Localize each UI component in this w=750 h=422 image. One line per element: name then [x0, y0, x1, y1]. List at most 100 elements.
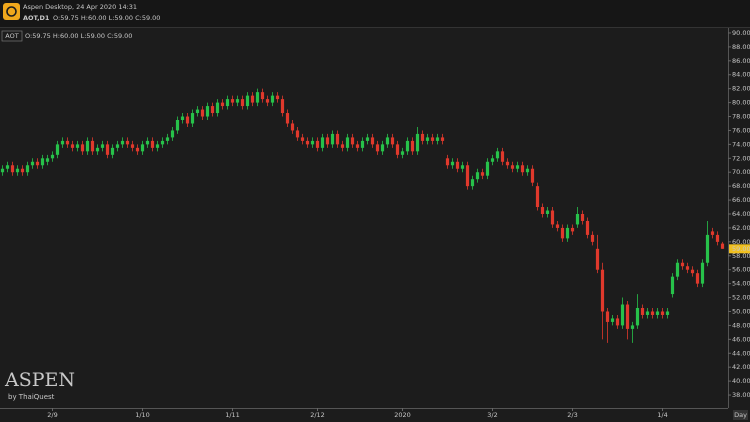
candle-body — [580, 214, 585, 221]
candle-body — [40, 158, 45, 166]
timeframe-box[interactable] — [733, 410, 748, 420]
y-tick-label: 60.00 — [732, 238, 750, 246]
candle-body — [600, 269, 605, 312]
candle-body — [535, 186, 540, 208]
candle-body — [345, 137, 350, 148]
candle-body — [75, 144, 80, 148]
candle-body — [525, 168, 530, 173]
candle-body — [65, 140, 70, 145]
y-tick-label: 46.00 — [732, 335, 750, 343]
candle-body — [110, 147, 115, 155]
candle-body — [530, 168, 535, 183]
candle-body — [190, 113, 195, 124]
candle-body — [30, 161, 35, 166]
candle-body — [5, 165, 10, 169]
candle-body — [305, 140, 310, 145]
candle-body — [375, 144, 380, 152]
candle-body — [350, 137, 355, 145]
candle-body — [205, 106, 210, 117]
candle-body — [90, 140, 95, 152]
candle-body — [615, 318, 620, 326]
candle-body — [315, 140, 320, 148]
candle-body — [210, 106, 215, 114]
candle-body — [435, 137, 440, 141]
candle-body — [455, 161, 460, 169]
candle-body — [620, 304, 625, 326]
candle-body — [605, 311, 610, 322]
candle-body — [245, 95, 250, 107]
candle-body — [720, 243, 725, 249]
candle-body — [260, 92, 265, 100]
candle-body — [635, 308, 640, 326]
candle-body — [130, 144, 135, 148]
candle-body — [295, 130, 300, 138]
candle-body — [15, 168, 20, 173]
y-tick-label: 56.00 — [732, 266, 750, 274]
candle-body — [0, 168, 5, 173]
candle-body — [340, 144, 345, 148]
candle-body — [445, 158, 450, 166]
candle-body — [595, 248, 600, 270]
app-icon[interactable] — [3, 3, 20, 20]
candle-body — [675, 262, 680, 277]
candle-body — [610, 318, 615, 322]
candle-body — [120, 140, 125, 145]
candle-body — [705, 234, 710, 263]
symbol-timeframe: AOT,D1 — [23, 14, 50, 22]
candle-body — [630, 325, 635, 329]
candle-body — [385, 137, 390, 145]
symbol-box[interactable] — [1, 30, 23, 42]
watermark: ASPEN — [4, 369, 75, 391]
y-tick-label: 44.00 — [732, 349, 750, 357]
candle-body — [420, 133, 425, 141]
x-axis-label: Day — [734, 411, 747, 419]
candle-body — [270, 95, 275, 103]
candle-body — [495, 151, 500, 159]
y-tick-label: 88.00 — [732, 43, 750, 51]
candle-body — [140, 144, 145, 152]
candle-body — [55, 144, 60, 155]
candle-body — [665, 311, 670, 315]
candle-body — [175, 120, 180, 131]
candle-body — [355, 144, 360, 148]
candle-body — [25, 165, 30, 173]
x-tick-label: 1/11 — [225, 411, 240, 419]
candle-body — [390, 137, 395, 145]
candle-body — [500, 151, 505, 162]
candle-body — [235, 99, 240, 103]
candle-body — [250, 95, 255, 103]
y-tick-label: 72.00 — [732, 154, 750, 162]
candle-body — [125, 140, 130, 145]
candle-body — [135, 147, 140, 152]
candle-body — [115, 144, 120, 148]
y-tick-label: 86.00 — [732, 57, 750, 65]
candle-body — [100, 144, 105, 148]
candle-body — [185, 116, 190, 124]
candle-body — [360, 140, 365, 148]
candle-body — [400, 151, 405, 155]
candle-body — [450, 161, 455, 166]
candle-body — [180, 116, 185, 120]
candle-body — [555, 224, 560, 228]
candle-body — [440, 137, 445, 141]
candle-body — [155, 144, 160, 148]
y-tick-label: 76.00 — [732, 126, 750, 134]
candle-body — [520, 165, 525, 173]
y-tick-label: 58.00 — [732, 252, 750, 260]
candle-body — [540, 207, 545, 214]
y-tick-label: 54.00 — [732, 280, 750, 288]
candle-body — [10, 165, 15, 173]
y-tick-label: 66.00 — [732, 196, 750, 204]
candle-body — [85, 140, 90, 152]
x-tick-label: 1/4 — [657, 411, 667, 419]
candle-body — [590, 234, 595, 242]
app-icon-glyph — [6, 6, 17, 17]
y-tick-label: 84.00 — [732, 71, 750, 79]
header-ohlc: O:59.75 H:60.00 L:59.00 C:59.00 — [53, 14, 160, 22]
candle-body — [685, 266, 690, 270]
x-tick-label: 3/2 — [487, 411, 497, 419]
candle-body — [335, 133, 340, 145]
candle-body — [565, 227, 570, 239]
candle-body — [645, 311, 650, 315]
